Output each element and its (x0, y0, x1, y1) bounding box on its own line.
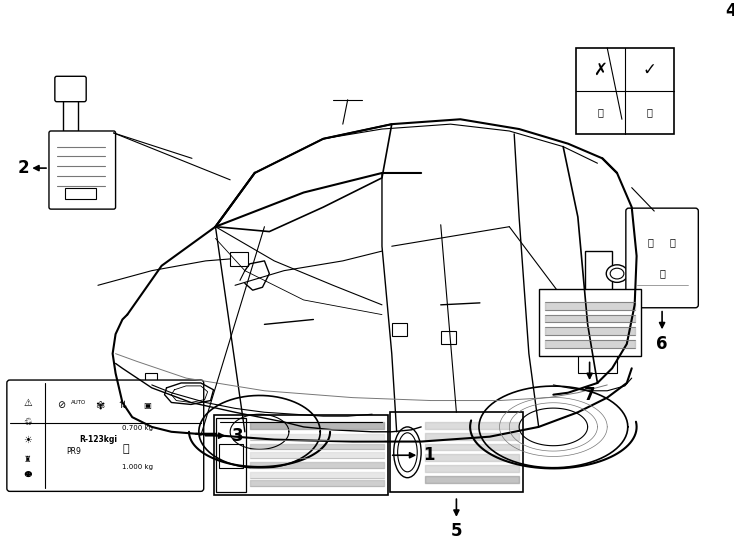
Text: 1.000 kg: 1.000 kg (122, 464, 153, 470)
Text: 🚘: 🚘 (597, 107, 603, 117)
Text: 2: 2 (18, 159, 29, 177)
Bar (217, 418, 246, 492)
Bar (65, 187, 96, 199)
Text: 1: 1 (424, 446, 435, 464)
Text: ☀: ☀ (23, 435, 32, 444)
Bar (576, 48, 674, 134)
Text: ✾: ✾ (95, 401, 104, 410)
Text: R-123kgi: R-123kgi (79, 435, 117, 444)
Text: 🔑: 🔑 (670, 237, 676, 247)
Text: 6: 6 (656, 335, 668, 353)
Text: 🔒: 🔒 (647, 237, 653, 247)
Text: 🚘: 🚘 (647, 107, 653, 117)
Bar (440, 331, 457, 344)
FancyBboxPatch shape (49, 131, 115, 209)
Bar (214, 415, 388, 495)
Bar (390, 412, 523, 492)
Text: 0.700 kg: 0.700 kg (122, 425, 153, 431)
Bar (539, 289, 641, 356)
Bar (219, 444, 243, 468)
Ellipse shape (610, 268, 624, 279)
Text: 🔔: 🔔 (659, 268, 665, 279)
Text: ▣: ▣ (143, 401, 151, 410)
FancyBboxPatch shape (7, 380, 204, 491)
Bar (230, 252, 248, 266)
Ellipse shape (393, 427, 421, 478)
Text: ⚠: ⚠ (23, 397, 32, 408)
Bar (585, 251, 612, 305)
Ellipse shape (606, 265, 628, 282)
Text: 3: 3 (232, 427, 244, 445)
FancyBboxPatch shape (55, 76, 86, 102)
Text: ✗: ✗ (594, 60, 607, 78)
Text: PR9: PR9 (66, 447, 81, 456)
Text: ☻: ☻ (23, 470, 32, 480)
Text: ♲: ♲ (23, 417, 32, 427)
FancyBboxPatch shape (626, 208, 698, 308)
Text: ⊘: ⊘ (57, 401, 65, 410)
Text: AUTO: AUTO (70, 400, 86, 405)
Bar (145, 373, 156, 383)
Text: ✓: ✓ (642, 60, 656, 78)
Bar (578, 349, 617, 373)
Text: 4: 4 (725, 2, 734, 20)
Bar (392, 323, 407, 336)
Text: 7: 7 (584, 386, 595, 404)
Text: ⇅: ⇅ (118, 401, 126, 410)
Ellipse shape (398, 433, 417, 472)
Text: ♜: ♜ (23, 455, 31, 464)
Bar (62, 82, 79, 131)
Text: 🚙: 🚙 (122, 444, 128, 454)
Bar (188, 381, 202, 391)
Text: 5: 5 (451, 522, 462, 540)
